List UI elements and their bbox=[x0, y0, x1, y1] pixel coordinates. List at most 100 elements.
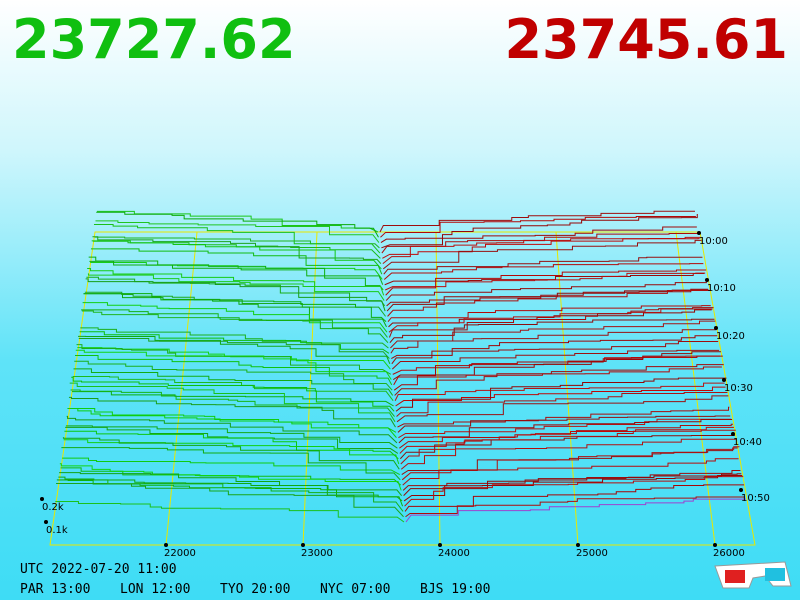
bid-depth-line bbox=[80, 327, 389, 349]
bid-depth-line bbox=[92, 236, 382, 264]
tick-dot bbox=[697, 231, 701, 235]
depth-label: 0.2k bbox=[42, 502, 64, 513]
timezone-label: BJS 19:00 bbox=[420, 582, 490, 597]
tick-dot bbox=[576, 543, 580, 547]
time-label: 10:50 bbox=[741, 493, 770, 504]
ask-depth-line bbox=[381, 213, 698, 249]
bid-depth-line bbox=[75, 349, 392, 380]
ask-depth-line bbox=[394, 364, 724, 396]
price-label: 22000 bbox=[164, 548, 196, 559]
ask-depth-line bbox=[402, 470, 741, 491]
grid-line bbox=[435, 231, 441, 546]
bid-depth-line bbox=[65, 425, 398, 449]
bid-depth-line bbox=[61, 447, 401, 481]
tick-dot bbox=[44, 520, 48, 524]
depth-label: 0.1k bbox=[46, 525, 68, 536]
ask-depth-line bbox=[382, 239, 702, 270]
bid-depth-line bbox=[68, 407, 397, 433]
ask-depth-line bbox=[383, 263, 704, 280]
ask-depth-line bbox=[403, 473, 742, 496]
bid-depth-line bbox=[82, 302, 388, 333]
ask-depth-line bbox=[383, 256, 703, 275]
tick-dot bbox=[713, 543, 717, 547]
ask-depth-line bbox=[394, 382, 725, 401]
tick-dot bbox=[301, 543, 305, 547]
bid-depth-line bbox=[84, 293, 387, 323]
ask-depth-line bbox=[387, 290, 710, 317]
ask-depth-line bbox=[395, 386, 726, 407]
bid-depth-line bbox=[65, 426, 399, 454]
bid-depth-line bbox=[58, 476, 403, 502]
bid-depth-line bbox=[91, 240, 382, 270]
time-label: 10:30 bbox=[724, 383, 753, 394]
bid-depth-line bbox=[89, 260, 384, 285]
bid-depth-line bbox=[71, 391, 394, 407]
bid-depth-line bbox=[67, 407, 397, 438]
ask-depth-line bbox=[399, 426, 734, 454]
ask-depth-line bbox=[391, 341, 719, 365]
ask-depth-line bbox=[393, 355, 723, 391]
ask-depth-line bbox=[399, 423, 733, 449]
ask-depth-line bbox=[405, 496, 746, 518]
bid-depth-line bbox=[72, 375, 394, 402]
timezone-label: NYC 07:00 bbox=[320, 582, 390, 597]
bid-depth-line bbox=[86, 276, 386, 307]
ask-depth-line bbox=[379, 210, 695, 233]
ask-depth-line bbox=[382, 238, 700, 259]
ask-depth-line bbox=[400, 438, 737, 470]
ask-depth-line bbox=[405, 498, 746, 523]
bid-depth-line bbox=[75, 354, 393, 386]
bid-depth-line bbox=[87, 273, 385, 296]
ask-depth-line bbox=[397, 415, 731, 433]
ask-depth-line bbox=[380, 226, 697, 243]
utc-time: UTC 2022-07-20 11:00 bbox=[20, 562, 177, 577]
bid-depth-line bbox=[85, 278, 386, 312]
timezone-label: PAR 13:00 bbox=[20, 582, 90, 597]
time-label: 10:20 bbox=[716, 331, 745, 342]
ask-depth-line bbox=[391, 335, 718, 359]
grid-line bbox=[675, 231, 716, 546]
ask-depth-line bbox=[404, 476, 744, 507]
ask-depth-line bbox=[380, 216, 696, 238]
bid-depth-line bbox=[66, 415, 398, 444]
ask-depth-line bbox=[402, 446, 740, 486]
time-label: 10:40 bbox=[733, 437, 762, 448]
ask-depth-line bbox=[384, 272, 705, 286]
bid-depth-line bbox=[96, 211, 379, 238]
bid-depth-line bbox=[55, 501, 405, 523]
price-label: 24000 bbox=[438, 548, 470, 559]
ask-depth-line bbox=[385, 282, 708, 301]
tick-dot bbox=[731, 432, 735, 436]
ask-depth-line bbox=[386, 288, 708, 307]
bid-depth-line bbox=[78, 335, 391, 365]
ask-depth-line bbox=[389, 318, 715, 344]
ask-depth-line bbox=[382, 236, 701, 265]
ask-depth-line bbox=[387, 305, 711, 322]
price-label: 26000 bbox=[713, 548, 745, 559]
ask-depth-line bbox=[404, 484, 745, 512]
ask-depth-line bbox=[397, 406, 730, 428]
bid-depth-line bbox=[73, 368, 394, 396]
ask-price: 23745.61 bbox=[504, 8, 788, 71]
ask-depth-line bbox=[393, 366, 722, 386]
ask-depth-line bbox=[398, 419, 733, 444]
bid-depth-line bbox=[74, 360, 393, 391]
ask-depth-line bbox=[401, 458, 739, 481]
ask-depth-line bbox=[388, 307, 714, 338]
bid-price: 23727.62 bbox=[12, 8, 296, 71]
ask-depth-line bbox=[384, 272, 706, 291]
bid-depth-line bbox=[56, 483, 404, 518]
bid-depth-line bbox=[62, 437, 400, 470]
price-label: 25000 bbox=[576, 548, 608, 559]
bid-depth-line bbox=[77, 347, 391, 370]
time-label: 10:00 bbox=[699, 236, 728, 247]
timezone-label: LON 12:00 bbox=[120, 582, 190, 597]
bid-depth-line bbox=[81, 310, 388, 338]
ask-depth-line bbox=[390, 329, 717, 354]
floor-edge bbox=[49, 231, 756, 546]
ask-depth-line bbox=[395, 377, 727, 412]
bid-depth-line bbox=[70, 389, 395, 417]
bid-depth-line bbox=[69, 382, 396, 423]
